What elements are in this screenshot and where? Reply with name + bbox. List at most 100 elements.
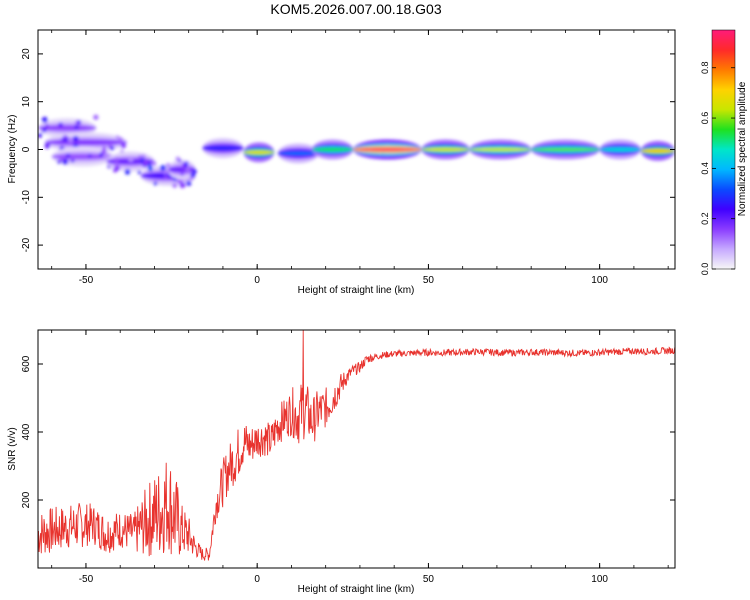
spectrogram-speckle: [101, 149, 106, 154]
spectrogram-speckle: [125, 169, 131, 175]
spectrogram-blob: [422, 140, 470, 160]
spectrogram-cell: [641, 149, 675, 153]
spectrogram-speckle: [121, 143, 126, 148]
colorbar-tick-label: 0.6: [700, 112, 710, 125]
spectrogram-blob: [353, 140, 421, 160]
snr-series-line: [38, 330, 675, 561]
spectrogram-cell: [278, 152, 319, 156]
spectrogram-speckle: [110, 146, 114, 150]
spectrogram-cell: [422, 148, 470, 152]
spectrogram-blob: [470, 140, 532, 160]
snr-frame: [38, 330, 675, 568]
spectrogram-blob: [641, 141, 675, 161]
spectrogram-xtick-label: 0: [254, 275, 260, 286]
spectrogram-speckle: [166, 163, 171, 168]
spectrogram-blob: [312, 140, 353, 160]
snr-xtick-label: -50: [79, 574, 94, 585]
colorbar-tick-label: 0.0: [700, 263, 710, 276]
spectrogram-speckle: [118, 137, 123, 142]
colorbar-tick-label: 0.2: [700, 212, 710, 225]
spectrogram-speckle: [172, 183, 177, 188]
spectrogram-speckle: [116, 135, 119, 138]
spectrogram-speckle: [186, 181, 191, 186]
spectrogram-cell: [45, 141, 127, 145]
spectrogram-speckle: [93, 115, 98, 120]
spectrogram-speckle: [190, 173, 195, 178]
spectrogram-ylabel: Frequency (Hz): [7, 115, 18, 184]
spectrogram-speckle: [184, 164, 188, 168]
spectrogram-speckle: [62, 159, 68, 165]
spectrogram-ytick-label: 10: [21, 96, 32, 108]
colorbar-gradient: [712, 30, 735, 269]
spectrogram-speckle: [181, 173, 184, 176]
snr-ytick-label: 200: [21, 491, 32, 508]
spectrogram-speckle: [143, 159, 149, 165]
spectrogram-ytick-label: -10: [21, 190, 32, 205]
spectrogram-panel: -50 0 50 100 -20 -10 0 10 20 Height of straight …: [7, 30, 675, 296]
spectrogram-speckle: [42, 128, 46, 132]
spectrogram-speckle: [114, 158, 119, 163]
spectrogram-speckle: [173, 178, 176, 181]
spectrogram-ytick-label: -20: [21, 237, 32, 252]
spectrogram-cell: [470, 148, 532, 152]
spectrogram-blob: [278, 143, 319, 163]
spectrogram-blob: [243, 142, 274, 162]
spectrogram-speckle: [66, 153, 71, 158]
spectrogram-speckle: [180, 182, 186, 188]
spectrogram-speckle: [45, 124, 48, 127]
snr-ytick-label: 600: [21, 355, 32, 372]
spectrogram-speckle: [151, 161, 156, 166]
spectrogram-cell: [243, 151, 274, 155]
spectrogram-speckle: [71, 159, 75, 163]
spectrogram-blob: [202, 138, 243, 158]
snr-panel: -50 0 50 100 200 400 600 Height of straight li…: [7, 330, 675, 595]
spectrogram-speckle: [68, 138, 73, 143]
colorbar-tick-label: 0.8: [700, 61, 710, 74]
spectrogram-speckle: [138, 155, 142, 159]
spectrogram-speckle: [42, 117, 48, 123]
spectrogram-speckle: [58, 122, 63, 127]
colorbar-tick-label: 0.4: [700, 162, 710, 175]
spectrogram-speckle: [138, 171, 142, 175]
spectrogram-speckle: [77, 120, 81, 124]
spectrogram-speckle: [148, 166, 153, 171]
colorbar-label: Normalized spectral amplitude: [737, 81, 748, 216]
spectrogram-speckle: [142, 154, 146, 158]
snr-xlabel: Height of straight line (km): [298, 584, 415, 595]
spectrogram-xtick-label: -50: [79, 275, 94, 286]
colorbar: 0.0 0.2 0.4 0.6 0.8 Normalized spectral ampl…: [700, 30, 748, 275]
spectrogram-speckle: [176, 157, 181, 162]
figure-title: KOM5.2026.007.00.18.G03: [270, 1, 441, 17]
spectrogram-speckle: [74, 125, 79, 130]
spectrogram-speckle: [185, 161, 188, 164]
spectrogram-cell: [312, 148, 353, 152]
spectrogram-speckle: [73, 136, 79, 142]
spectrogram-cell: [600, 148, 641, 152]
snr-ytick-label: 400: [21, 423, 32, 440]
spectrogram-xlabel: Height of straight line (km): [298, 285, 415, 296]
spectrogram-ytick-label: 20: [21, 48, 32, 60]
spectrogram-blob: [600, 140, 641, 160]
spectrogram-speckle: [128, 157, 133, 162]
spectrogram-cell: [202, 146, 243, 150]
spectrogram-speckle: [164, 175, 168, 179]
spectrogram-blob: [531, 140, 599, 160]
spectrogram-xtick-label: 50: [423, 275, 435, 286]
spectrogram-speckle: [45, 143, 51, 149]
snr-ylabel: SNR (v/v): [7, 427, 18, 470]
spectrogram-speckle: [63, 135, 67, 139]
spectrogram-speckle: [163, 170, 167, 174]
spectrogram-cell: [353, 148, 421, 152]
spectrogram-speckle: [88, 154, 92, 158]
spectrogram-ytick-label: 0: [21, 146, 32, 152]
spectrogram-blobs: [38, 115, 675, 188]
spectrogram-speckle: [114, 165, 120, 171]
snr-ticks: -50 0 50 100 200 400 600: [21, 330, 675, 585]
snr-xtick-label: 100: [591, 574, 608, 585]
spectrogram-cell: [531, 148, 599, 152]
figure: KOM5.2026.007.00.18.G03 -50 0 50 100-20-100…: [0, 0, 750, 600]
spectrogram-xtick-label: 100: [591, 275, 608, 286]
spectrogram-speckle: [171, 167, 175, 171]
snr-xtick-label: 0: [254, 574, 260, 585]
spectrogram-speckle: [153, 182, 157, 186]
